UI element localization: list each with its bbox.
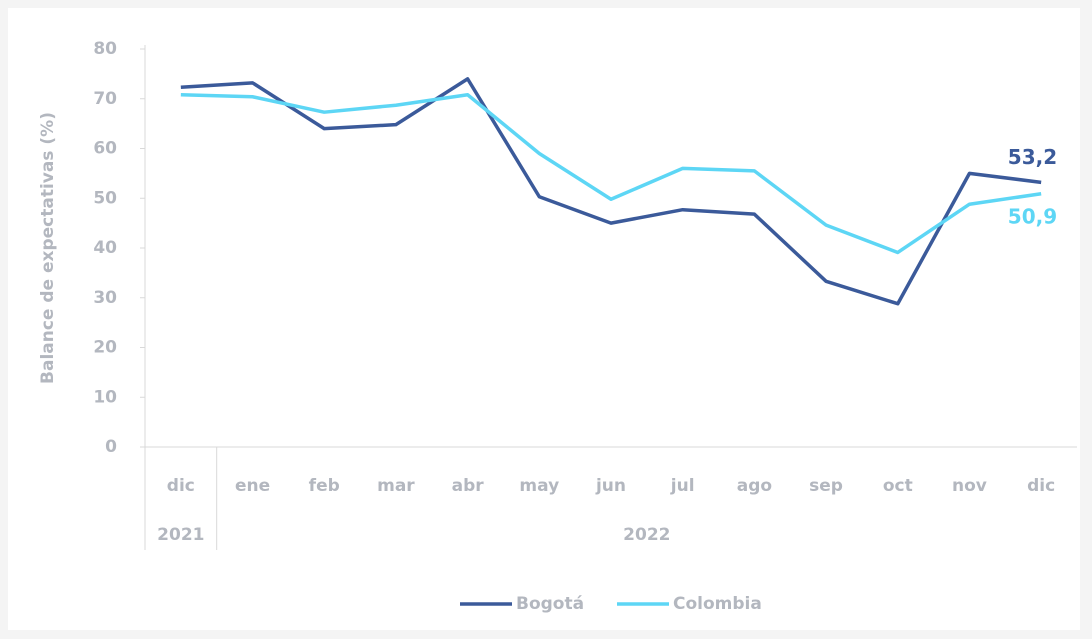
x-tick-label: feb xyxy=(309,476,340,496)
x-tick-label: ago xyxy=(737,476,772,496)
x-tick-label: jun xyxy=(595,476,626,496)
y-tick-label: 20 xyxy=(93,338,117,358)
series-line xyxy=(180,77,1042,306)
y-axis-label: Balance de expectativas (%) xyxy=(38,112,58,384)
x-tick-label: nov xyxy=(952,476,987,496)
x-tick-label: dic xyxy=(1027,476,1055,496)
data-label: 50,9 xyxy=(1008,204,1057,228)
group-label: 2022 xyxy=(623,525,670,545)
x-tick-label: may xyxy=(519,476,559,496)
chart-background xyxy=(8,8,1080,630)
x-tick-label: jul xyxy=(670,476,695,496)
group-label: 2021 xyxy=(157,525,204,545)
x-tick-label: sep xyxy=(809,476,843,496)
legend-label: Colombia xyxy=(673,594,762,614)
y-tick-label: 30 xyxy=(93,288,117,308)
data-label: 53,2 xyxy=(1008,145,1057,169)
y-tick-label: 10 xyxy=(93,387,117,407)
y-tick-label: 60 xyxy=(93,139,117,159)
legend-label: Bogotá xyxy=(516,594,584,614)
x-tick-label: oct xyxy=(883,476,913,496)
y-tick-label: 80 xyxy=(93,39,117,59)
y-tick-label: 0 xyxy=(105,437,117,457)
x-tick-label: abr xyxy=(452,476,485,496)
series-line xyxy=(180,93,1042,255)
x-tick-label: mar xyxy=(377,476,415,496)
y-tick-label: 50 xyxy=(93,188,117,208)
y-tick-label: 40 xyxy=(93,238,117,258)
x-tick-label: ene xyxy=(235,476,270,496)
y-tick-label: 70 xyxy=(93,89,117,109)
x-tick-label: dic xyxy=(167,476,195,496)
